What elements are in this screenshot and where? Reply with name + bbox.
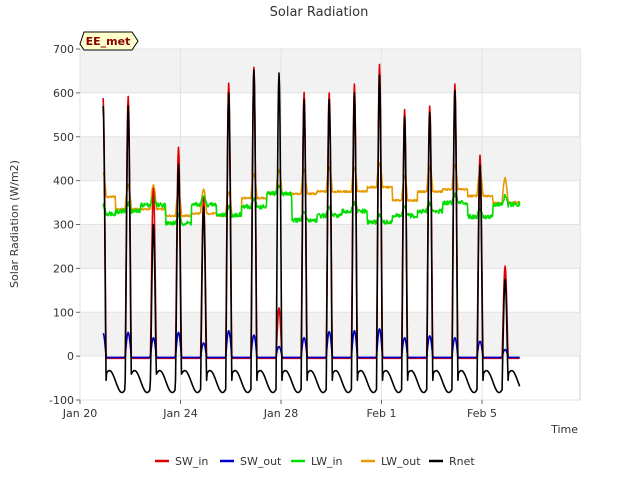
y-tick-label: 0 [67,350,74,363]
y-axis-ticks: -100 0 100 200 300 400 500 600 700 [49,43,80,407]
series-line-lw-in [102,184,521,227]
legend-label-sw-out: SW_out [240,455,282,468]
y-tick-label: 500 [53,131,74,144]
y-tick-label: 200 [53,262,74,275]
x-tick-label: Feb 5 [467,407,497,420]
y-tick-label: 700 [53,43,74,56]
x-tick-label: Feb 1 [367,407,397,420]
y-axis-label: Solar Radiation (W/m2) [8,160,21,288]
legend-label-rnet: Rnet [449,455,475,468]
series-line-sw-in [102,63,521,360]
legend-label-lw-in: LW_in [311,455,343,468]
grid-band [80,49,580,93]
series-line-lw-out [102,162,521,218]
legend: SW_in SW_out LW_in LW_out Rnet [155,455,475,468]
badge-shape [79,31,139,51]
series-line-sw-out [102,328,521,359]
x-axis-label: Time [550,423,578,436]
series-layer [102,63,521,394]
y-tick-label: 100 [53,306,74,319]
x-axis-ticks: Jan 20 Jan 24 Jan 28 Feb 1 Feb 5 [62,400,497,420]
grid-band [80,224,580,269]
y-tick-label: 400 [53,175,74,188]
badge-label: EE_met [86,35,131,48]
legend-label-lw-out: LW_out [381,455,421,468]
x-tick-label: Jan 24 [162,407,197,420]
site-badge: EE_met [79,31,139,51]
x-tick-label: Jan 20 [62,407,97,420]
chart-title: Solar Radiation [270,5,369,20]
y-tick-label: 300 [53,219,74,232]
series-line-rnet [102,69,521,394]
y-tick-label: -100 [49,394,74,407]
y-tick-label: 600 [53,87,74,100]
x-tick-label: Jan 28 [263,407,298,420]
legend-label-sw-in: SW_in [175,455,208,468]
grid-bands [80,49,580,357]
